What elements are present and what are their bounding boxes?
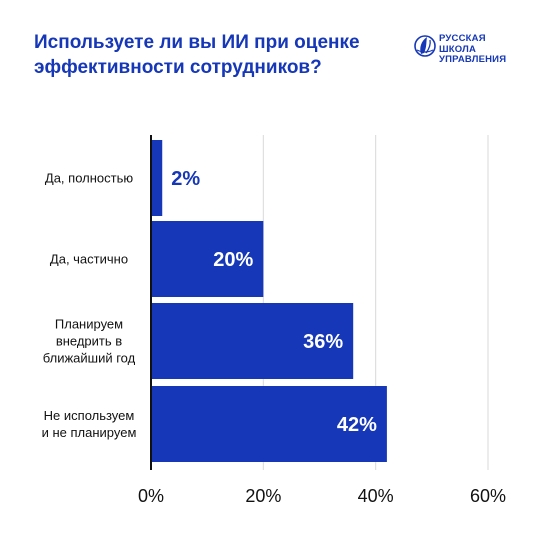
category-label-0: Да, полностью (45, 171, 133, 186)
data-label-3: 42% (337, 414, 377, 436)
rsu-leaf-globe-icon (414, 35, 436, 57)
x-tick-label-0: 0% (138, 486, 164, 506)
brand-logo: РУССКАЯ ШКОЛА УПРАВЛЕНИЯ (413, 32, 523, 66)
logo-line-1: РУССКАЯ (439, 33, 486, 44)
x-tick-label-2: 40% (358, 486, 394, 506)
category-label-3: Не используем и не планируем (42, 408, 137, 440)
bar-2 (151, 303, 354, 379)
data-label-1: 20% (213, 249, 253, 271)
category-label-1: Да, частично (50, 252, 128, 267)
bar-1 (151, 221, 264, 297)
x-tick-label-3: 60% (470, 486, 506, 506)
logo-line-2: ШКОЛА (439, 43, 477, 55)
logo-line-3: УПРАВЛЕНИЯ (439, 54, 507, 65)
bar-0 (151, 140, 163, 216)
chart-title: Используете ли вы ИИ при оценке эффектив… (34, 32, 360, 78)
data-label-2: 36% (303, 331, 343, 353)
logo-wordmark: РУССКАЯ ШКОЛА УПРАВЛЕНИЯ (439, 33, 507, 66)
x-tick-label-1: 20% (245, 486, 281, 506)
bar-3 (151, 386, 387, 462)
category-label-2: Планируем внедрить в ближайший год (43, 317, 136, 366)
data-label-0: 2% (171, 168, 200, 190)
